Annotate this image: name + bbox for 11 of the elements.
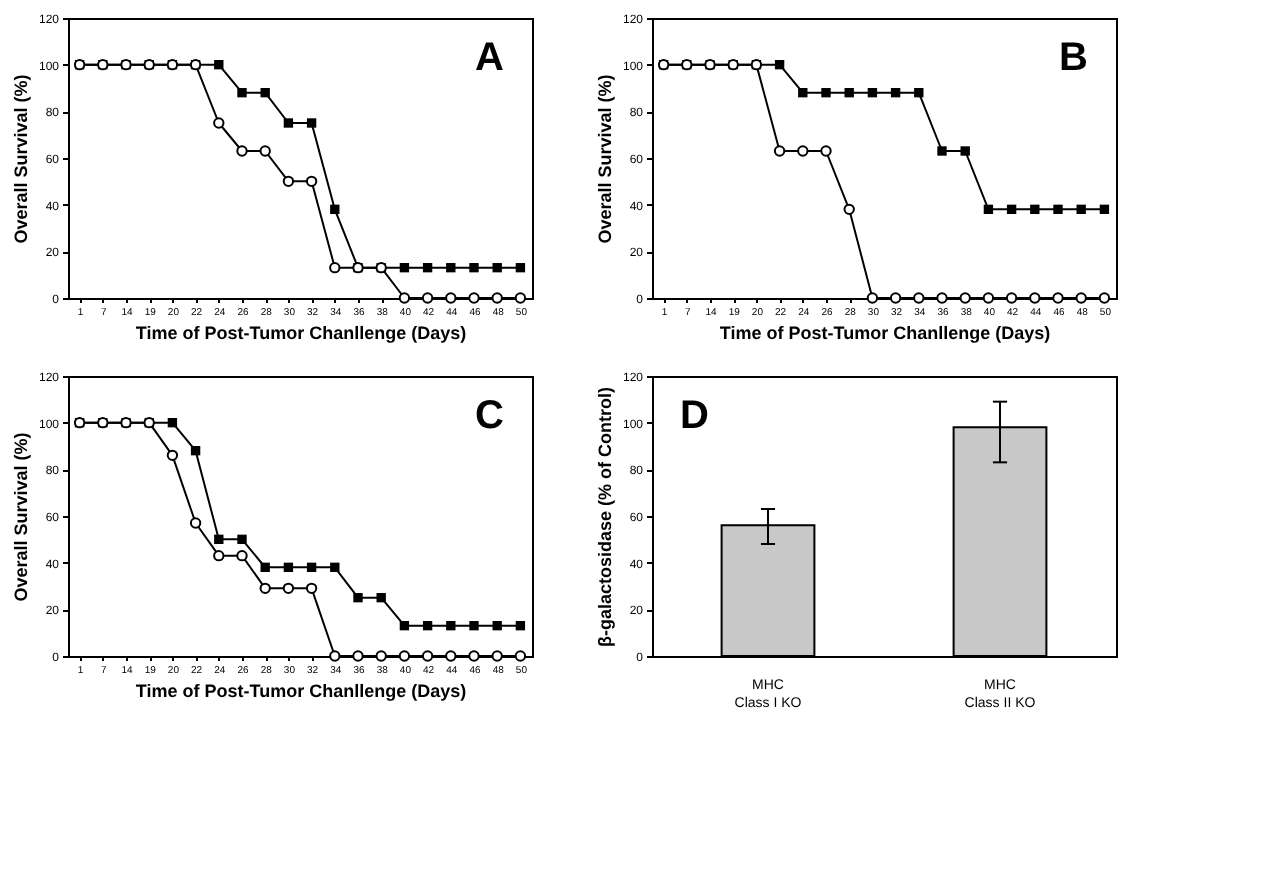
annotation: B: [1059, 36, 1088, 80]
y-axis-title: Overall Survival (%): [10, 432, 31, 602]
x-axis-title: Time of Post-Tumor Chanllenge (Days): [135, 323, 467, 343]
y-axis-title: Overall Survival (%): [10, 74, 31, 244]
x-axis-title: Time of Post-Tumor Chanllenge (Days): [719, 323, 1051, 343]
y-axis-title: Overall Survival (%): [594, 74, 615, 244]
annotation: D: [680, 394, 709, 438]
annotation: A: [475, 36, 504, 80]
y-axis-title: β-galactosidase (% of Control): [594, 386, 615, 648]
annotation: C: [475, 394, 504, 438]
x-axis-title: Time of Post-Tumor Chanllenge (Days): [135, 681, 467, 701]
